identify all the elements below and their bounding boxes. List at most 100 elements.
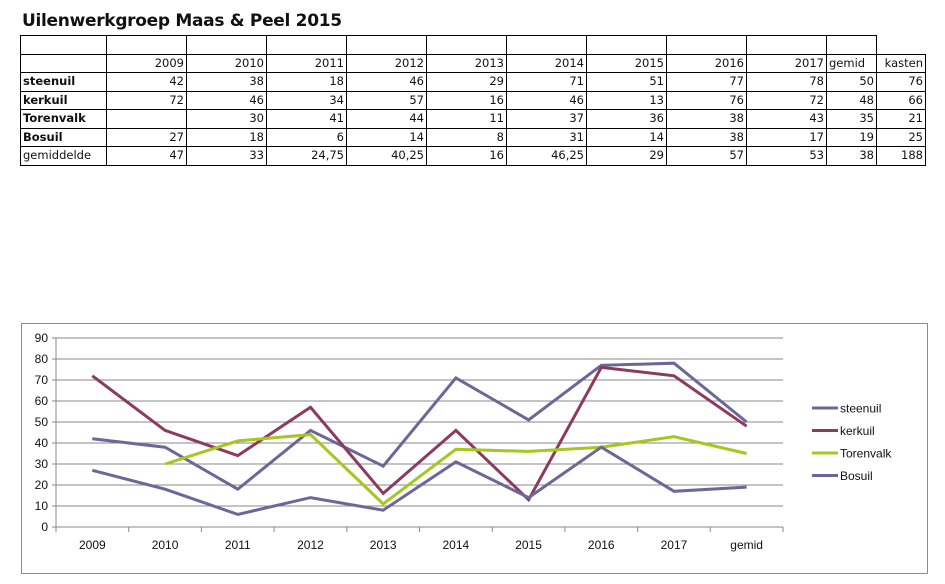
legend-label: Bosuil [840,469,873,483]
table-cell: 72 [746,90,827,110]
table-cell: 71 [506,72,587,92]
table-header-cell: 2017 [746,53,827,73]
table-header-cell: 2015 [586,53,667,73]
table-cell: 38 [666,127,747,147]
table-cell: 76 [876,72,926,92]
table-cell: 35 [826,109,877,129]
table-row-empty [20,35,926,55]
table-header-cell: gemid [826,53,877,73]
row-label: gemiddelde [20,146,107,166]
table-cell: 44 [346,109,427,129]
table-cell [186,35,267,55]
table-cell: 37 [506,109,587,129]
table-cell: 77 [666,72,747,92]
table-header-cell: 2013 [426,53,507,73]
y-tick-label: 90 [35,331,49,345]
table-header-cell: kasten [876,53,926,73]
table-cell: 33 [186,146,267,166]
table-cell: 17 [746,127,827,147]
series-line-bosuil [91,445,747,516]
table-cell: 46,25 [506,146,587,166]
table-cell: 25 [876,127,926,147]
table-cell [346,35,427,55]
table-cell [666,35,747,55]
line-chart: 0 10 20 30 40 50 60 70 80 90 2009 2010 2011 2012 2013 2… [21,323,928,574]
x-tick-label: 2014 [442,538,469,552]
table-cell: 8 [426,127,507,147]
table-cell: 43 [746,109,827,129]
table-cell: 57 [666,146,747,166]
table-cell: 21 [876,109,926,129]
table-cell: 72 [106,90,187,110]
x-tick-label: 2016 [588,538,615,552]
table-header-cell: 2011 [266,53,347,73]
y-tick-label: 0 [41,520,48,534]
table-cell: 41 [266,109,347,129]
table-cell: 46 [346,72,427,92]
table-cell: 18 [186,127,267,147]
table-header-cell: 2009 [106,53,187,73]
table-cell: 46 [506,90,587,110]
table-cell: 24,75 [266,146,347,166]
table-cell: 66 [876,90,926,110]
table-cell [106,35,187,55]
table-cell [586,35,667,55]
table-header-cell: 2016 [666,53,747,73]
data-table: 2009 2010 2011 2012 2013 2014 2015 2016 2017 gemi… [20,35,926,166]
legend-label: steenuil [840,402,881,416]
x-tick-label: 2012 [297,538,324,552]
legend-label: kerkuil [840,424,875,438]
table-cell: 42 [106,72,187,92]
table-row: steenuil 42 38 18 46 29 71 51 77 78 50 76 [20,72,926,92]
table-cell: 34 [266,90,347,110]
chart-svg: 0 10 20 30 40 50 60 70 80 90 2009 2010 2011 2012 2013 2… [35,331,893,552]
table-cell: 188 [876,146,926,166]
x-tick-label: 2009 [79,538,106,552]
y-tick-label: 80 [35,352,49,366]
legend-label: Torenvalk [840,447,892,461]
table-row: Torenvalk 30 41 44 11 37 36 38 43 35 21 [20,109,926,129]
table-cell: 57 [346,90,427,110]
table-cell: 36 [586,109,667,129]
table-cell: 11 [426,109,507,129]
series-line-kerkuil [91,365,748,503]
table-row: gemiddelde 47 33 24,75 40,25 16 46,25 29 57 53 38 1… [20,146,926,166]
table-header-cell: 2014 [506,53,587,73]
table-cell [426,35,507,55]
row-label: Bosuil [20,127,107,147]
table-cell: 27 [106,127,187,147]
table-cell: 14 [346,127,427,147]
table-cell [506,35,587,55]
y-tick-label: 40 [35,436,49,450]
row-label: kerkuil [20,90,107,110]
y-tick-label: 30 [35,457,49,471]
table-cell: 50 [826,72,877,92]
table-header-cell: 2010 [186,53,267,73]
table-cell [106,109,187,129]
page-title: Uilenwerkgroep Maas & Peel 2015 [22,11,342,31]
table-cell: 16 [426,146,507,166]
table-header-row: 2009 2010 2011 2012 2013 2014 2015 2016 2017 gemi… [20,53,926,73]
table-cell: 76 [666,90,747,110]
row-label: steenuil [20,72,107,92]
table-cell: 30 [186,109,267,129]
y-tick-label: 60 [35,394,49,408]
table-cell: 40,25 [346,146,427,166]
table-cell: 38 [826,146,877,166]
x-tick-label: 2010 [152,538,179,552]
table-cell: 38 [186,72,267,92]
x-tick-label: gemid [730,538,763,552]
table-row: Bosuil 27 18 6 14 8 31 14 38 17 19 25 [20,127,926,147]
series-line-steenuil [92,361,748,492]
x-tick-label: 2015 [515,538,542,552]
table-cell: 31 [506,127,587,147]
table-cell [826,35,877,55]
table-cell: 18 [266,72,347,92]
table-cell: 29 [426,72,507,92]
table-header-cell [20,53,107,73]
x-tick-label: 2013 [370,538,397,552]
x-tick-label: 2011 [225,538,251,552]
y-tick-label: 10 [35,499,49,513]
y-tick-label: 50 [35,415,49,429]
table-cell: 48 [826,90,877,110]
